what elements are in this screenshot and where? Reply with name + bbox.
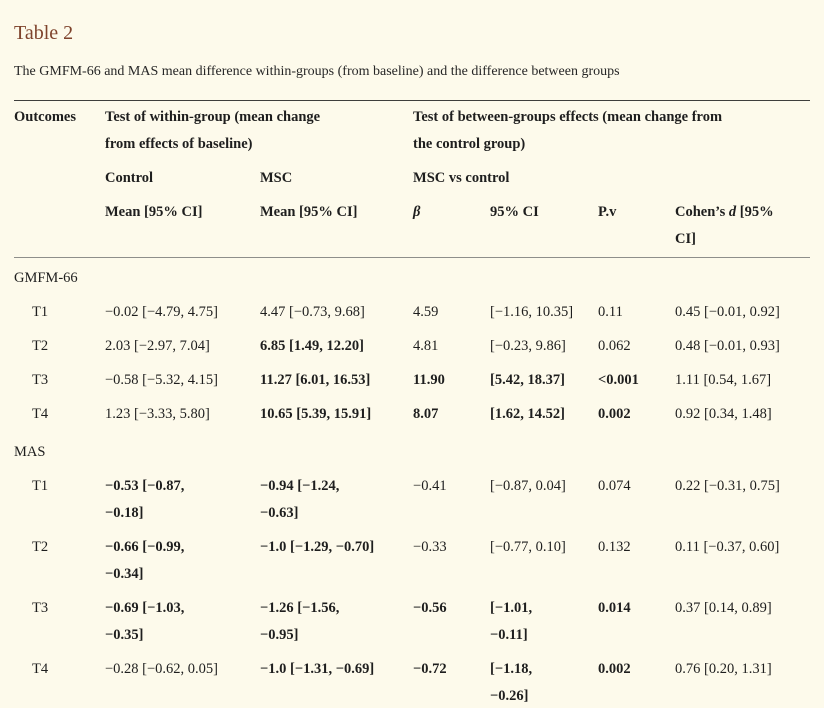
table-cell: 0.37 [0.14, 0.89] xyxy=(675,600,772,616)
table-cell: 0.002 xyxy=(598,406,631,422)
row-label: T3 xyxy=(32,372,49,388)
section-label: MAS xyxy=(14,444,46,460)
row-label: T2 xyxy=(32,338,49,354)
table-cell: 0.45 [−0.01, 0.92] xyxy=(675,304,780,320)
table-cell: [1.62, 14.52] xyxy=(490,406,565,422)
table-row: T4 1.23 [−3.33, 5.80] 10.65 [5.39, 15.91] 8… xyxy=(14,398,810,432)
row-label: T3 xyxy=(32,600,49,616)
header-between-group: Test of between-groups effects (mean cha… xyxy=(413,109,723,152)
header-pv: P.v xyxy=(598,204,617,220)
header-msc: MSC xyxy=(260,170,293,186)
section-label: GMFM-66 xyxy=(14,270,78,286)
table-cell: 2.03 [−2.97, 7.04] xyxy=(105,338,210,354)
table-cell: [−1.01, −0.11] xyxy=(490,600,533,643)
table-cell: −0.02 [−4.79, 4.75] xyxy=(105,304,219,320)
table-cell: −0.58 [−5.32, 4.15] xyxy=(105,372,219,388)
header-ci: 95% CI xyxy=(490,204,539,220)
cohens-d-symbol: d xyxy=(728,204,737,220)
table-cell: −0.33 xyxy=(413,539,447,555)
table-row: T4 −0.28 [−0.62, 0.05] −1.0 [−1.31, −0.69]… xyxy=(14,653,810,708)
table-cell: 0.074 xyxy=(598,478,631,494)
table-cell: 4.47 [−0.73, 9.68] xyxy=(260,304,365,320)
header-mean-ci-msc: Mean [95% CI] xyxy=(260,204,358,220)
table-row: T2 −0.66 [−0.99, −0.34] −1.0 [−1.29, −0.70… xyxy=(14,531,810,592)
header-row-group: Outcomes Test of within-group (mean chan… xyxy=(14,101,810,163)
table-cell: 11.27 [6.01, 16.53] xyxy=(260,372,371,388)
table-cell: 0.062 xyxy=(598,338,631,354)
header-row-arms: Control MSC MSC vs control xyxy=(14,162,810,196)
cohens-d-suffix: [95% CI] xyxy=(675,204,774,247)
header-msc-vs-control: MSC vs control xyxy=(413,170,510,186)
table-cell: 0.76 [0.20, 1.31] xyxy=(675,661,772,677)
table-cell: −0.72 xyxy=(413,661,447,677)
row-label: T4 xyxy=(32,406,49,422)
table-cell: −0.53 [−0.87, −0.18] xyxy=(105,478,185,521)
table-cell: −1.26 [−1.56, −0.95] xyxy=(260,600,340,643)
table-cell: 4.81 xyxy=(413,338,439,354)
table-cell: 11.90 xyxy=(413,372,445,388)
table-cell: −0.66 [−0.99, −0.34] xyxy=(105,539,185,582)
header-outcomes: Outcomes xyxy=(14,109,77,125)
table-cell: [−1.16, 10.35] xyxy=(490,304,574,320)
table-row: T3 −0.69 [−1.03, −0.35] −1.26 [−1.56, −0.9… xyxy=(14,592,810,653)
table-cell: 0.48 [−0.01, 0.93] xyxy=(675,338,780,354)
table-cell: 0.014 xyxy=(598,600,631,616)
table-cell: 0.11 [−0.37, 0.60] xyxy=(675,539,780,555)
table-header: Outcomes Test of within-group (mean chan… xyxy=(14,101,811,258)
table-cell: −0.56 xyxy=(413,600,447,616)
header-control: Control xyxy=(105,170,154,186)
row-label: T2 xyxy=(32,539,49,555)
header-row-measures: Mean [95% CI] Mean [95% CI] β 95% CI P.v… xyxy=(14,196,810,258)
row-label: T4 xyxy=(32,661,49,677)
results-table: Outcomes Test of within-group (mean chan… xyxy=(14,100,811,708)
table-row: T1 −0.02 [−4.79, 4.75] 4.47 [−0.73, 9.68] 4… xyxy=(14,296,810,330)
header-cohens-d: Cohen’s d [95% CI] xyxy=(675,196,810,258)
table-cell: 0.11 xyxy=(598,304,623,320)
table-row: T1 −0.53 [−0.87, −0.18] −0.94 [−1.24, −0.6… xyxy=(14,470,810,531)
row-label: T1 xyxy=(32,304,49,320)
table-row: T2 2.03 [−2.97, 7.04] 6.85 [1.49, 12.20] 4.… xyxy=(14,330,810,364)
table-cell: −0.69 [−1.03, −0.35] xyxy=(105,600,185,643)
table-cell: 0.132 xyxy=(598,539,631,555)
table-row: T3 −0.58 [−5.32, 4.15] 11.27 [6.01, 16.53]… xyxy=(14,364,810,398)
table-cell: −1.0 [−1.29, −0.70] xyxy=(260,539,375,555)
table-cell: −0.94 [−1.24, −0.63] xyxy=(260,478,340,521)
table-cell: 8.07 xyxy=(413,406,439,422)
header-beta: β xyxy=(413,204,421,220)
table-title: Table 2 xyxy=(14,22,74,44)
table-cell: 0.92 [0.34, 1.48] xyxy=(675,406,772,422)
table-cell: 4.59 xyxy=(413,304,439,320)
row-label: T1 xyxy=(32,478,49,494)
table-cell: 6.85 [1.49, 12.20] xyxy=(260,338,364,354)
table-cell: [−0.23, 9.86] xyxy=(490,338,566,354)
table-cell: [−0.77, 0.10] xyxy=(490,539,566,555)
table-cell: 0.22 [−0.31, 0.75] xyxy=(675,478,780,494)
table-caption: The GMFM-66 and MAS mean difference with… xyxy=(14,64,620,79)
table-cell: 10.65 [5.39, 15.91] xyxy=(260,406,372,422)
table-cell: [5.42, 18.37] xyxy=(490,372,565,388)
table-cell: <0.001 xyxy=(598,372,639,388)
table-cell: −1.0 [−1.31, −0.69] xyxy=(260,661,375,677)
table-body: GMFM-66 T1 −0.02 [−4.79, 4.75] 4.47 [−0.73,… xyxy=(14,258,810,708)
header-within-group: Test of within-group (mean change from e… xyxy=(105,109,321,152)
table-cell: 1.11 [0.54, 1.67] xyxy=(675,372,772,388)
cohens-d-prefix: Cohen’s xyxy=(675,204,729,220)
table-cell: 1.23 [−3.33, 5.80] xyxy=(105,406,210,422)
table-cell: [−0.87, 0.04] xyxy=(490,478,566,494)
header-mean-ci-control: Mean [95% CI] xyxy=(105,204,203,220)
table-cell: −0.28 [−0.62, 0.05] xyxy=(105,661,219,677)
section-row: MAS xyxy=(14,432,810,470)
table-cell: [−1.18, −0.26] xyxy=(490,661,533,704)
table-cell: −0.41 xyxy=(413,478,447,494)
table-cell: 0.002 xyxy=(598,661,631,677)
section-row: GMFM-66 xyxy=(14,258,810,297)
